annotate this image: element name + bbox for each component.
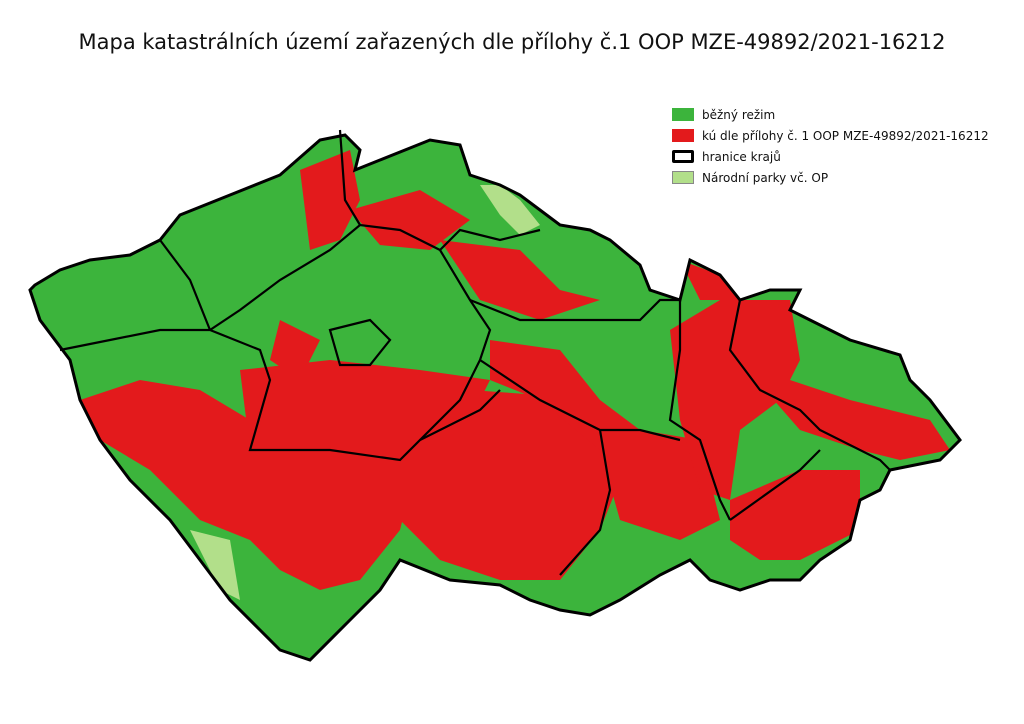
- legend-swatch: [672, 108, 694, 121]
- map-legend: běžný režim kú dle přílohy č. 1 OOP MZE-…: [672, 104, 989, 188]
- map-title: Mapa katastrálních území zařazených dle …: [78, 30, 946, 54]
- legend-item-borders: hranice krajů: [672, 146, 989, 167]
- legend-item-normal: běžný režim: [672, 104, 989, 125]
- legend-swatch: [672, 129, 694, 142]
- region-borders: [28, 129, 962, 662]
- legend-item-national-parks: Národní parky vč. OP: [672, 167, 989, 188]
- legend-swatch: [672, 171, 694, 184]
- legend-swatch: [672, 150, 694, 163]
- legend-item-annex: kú dle přílohy č. 1 OOP MZE-49892/2021-1…: [672, 125, 989, 146]
